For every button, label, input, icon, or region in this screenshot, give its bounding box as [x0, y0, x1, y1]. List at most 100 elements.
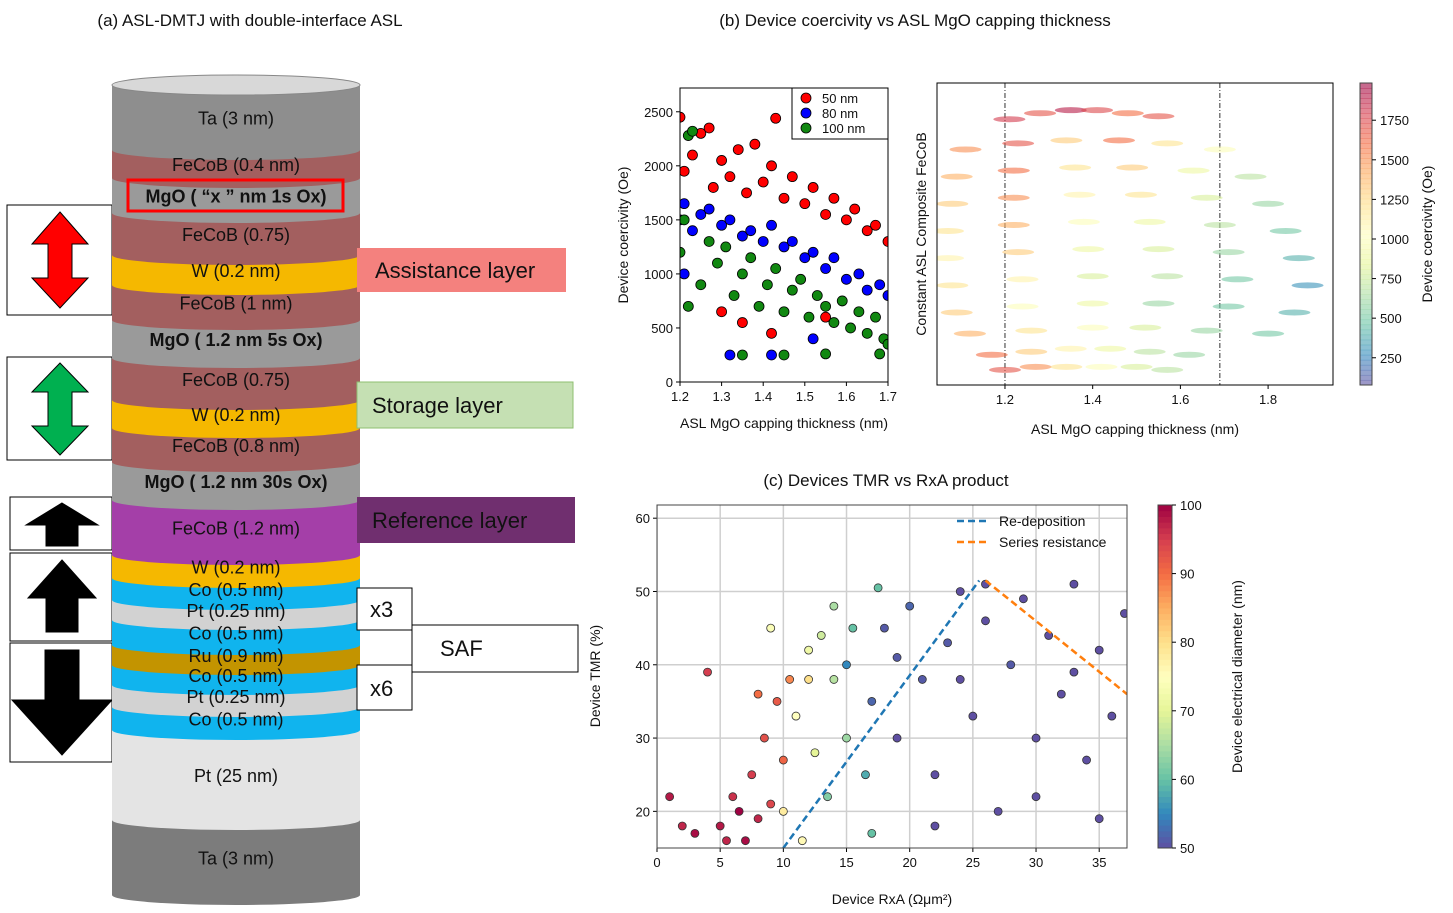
x-tick-label: 1.4 — [1084, 392, 1102, 407]
point — [1120, 363, 1153, 370]
point — [882, 236, 888, 247]
point — [1102, 137, 1135, 144]
colorbar-segment — [1360, 183, 1372, 190]
point — [861, 225, 873, 237]
point — [1082, 755, 1091, 765]
point — [1173, 351, 1206, 358]
point — [1015, 348, 1048, 355]
layer — [112, 150, 360, 188]
point — [1252, 330, 1285, 337]
point — [680, 165, 690, 177]
colorbar-segment — [1360, 113, 1372, 119]
callout-text: Assistance layer — [375, 258, 535, 283]
point — [874, 279, 886, 291]
colorbar-segment — [1158, 727, 1172, 735]
point — [1120, 609, 1127, 618]
layer — [112, 462, 360, 510]
colorbar-segment — [1360, 123, 1372, 129]
colorbar-segment — [1158, 596, 1172, 603]
point — [816, 631, 826, 640]
colorbar-tick-label: 80 — [1180, 635, 1194, 650]
point — [1031, 792, 1041, 802]
colorbar-tick-label: 50 — [1180, 841, 1194, 856]
y-tick-label: 40 — [636, 658, 650, 673]
legend-label: Series resistance — [999, 534, 1107, 550]
colorbar-tick-label: 90 — [1180, 567, 1194, 582]
colorbar-segment — [1158, 699, 1172, 706]
point — [873, 583, 883, 593]
point — [741, 836, 750, 846]
point — [1002, 249, 1035, 256]
layer-label: Co (0.5 nm) — [188, 666, 283, 686]
point — [786, 171, 798, 183]
x-tick-label: 1.5 — [796, 389, 814, 404]
colorbar-segment — [1158, 682, 1172, 689]
colorbar-segment — [1360, 289, 1372, 295]
colorbar-segment — [1360, 128, 1372, 134]
colorbar-segment — [1360, 98, 1372, 104]
colorbar-segment — [1360, 239, 1372, 245]
x-axis-label: ASL MgO capping thickness (nm) — [680, 415, 888, 431]
fit-line — [782, 579, 981, 848]
legend-label: 80 nm — [822, 106, 858, 121]
point — [778, 306, 790, 318]
colorbar-tick-label: 1250 — [1380, 192, 1409, 207]
layer-label: W (0.2 nm) — [191, 558, 280, 578]
layer — [112, 285, 360, 330]
layer-label: FeCoB (1 nm) — [179, 294, 292, 314]
point — [770, 112, 782, 124]
colorbar-segment — [1158, 590, 1172, 597]
x-tick-label: 1.2 — [996, 392, 1014, 407]
point — [820, 300, 831, 312]
colorbar-segment — [1158, 687, 1172, 695]
point — [842, 660, 851, 670]
point — [1203, 146, 1236, 153]
point — [745, 225, 757, 237]
panel-a-title: (a) ASL-DMTJ with double-interface ASL — [97, 11, 402, 30]
point — [874, 348, 886, 360]
callout-box — [356, 587, 413, 631]
x-tick-label: 15 — [839, 855, 853, 870]
plot-area — [937, 83, 1333, 385]
colorbar-segment — [1360, 228, 1372, 235]
point — [703, 236, 715, 247]
point — [716, 155, 727, 166]
callouts: Assistance layer Storage layer Reference… — [356, 248, 579, 711]
point — [1018, 594, 1028, 604]
point — [680, 214, 690, 226]
point — [766, 160, 777, 172]
point — [797, 836, 807, 846]
colorbar-segment — [1158, 522, 1172, 529]
colorbar-segment — [1158, 613, 1172, 620]
x-tick-label: 30 — [1029, 855, 1043, 870]
layer — [112, 320, 360, 368]
colorbar-segment — [1158, 573, 1172, 580]
point — [785, 675, 795, 684]
layer-label: Co (0.5 nm) — [188, 580, 283, 600]
colorbar-tick-label: 100 — [1180, 498, 1202, 513]
point — [861, 770, 870, 780]
layer — [112, 213, 360, 265]
x-tick-label: 1.8 — [1259, 392, 1277, 407]
point — [707, 182, 719, 193]
point — [749, 138, 761, 150]
layer — [112, 255, 360, 295]
layer-label: Pt (25 nm) — [194, 766, 278, 786]
layer-top-cap — [111, 74, 361, 96]
y-axis-label: Constant ASL Composite FeCoB — [913, 132, 929, 335]
colorbar-segment — [1360, 108, 1372, 114]
point — [1054, 345, 1087, 352]
axes-frame — [679, 87, 889, 383]
x-tick-label: 20 — [902, 855, 916, 870]
point — [778, 806, 788, 816]
point — [687, 225, 698, 237]
point — [804, 645, 814, 655]
point — [1094, 345, 1127, 352]
point — [870, 219, 881, 231]
colorbar-segment — [1158, 756, 1172, 763]
point — [737, 317, 748, 328]
callout-box — [411, 624, 579, 673]
point — [870, 311, 881, 323]
point — [804, 675, 814, 684]
y-tick-label: 30 — [636, 731, 650, 746]
